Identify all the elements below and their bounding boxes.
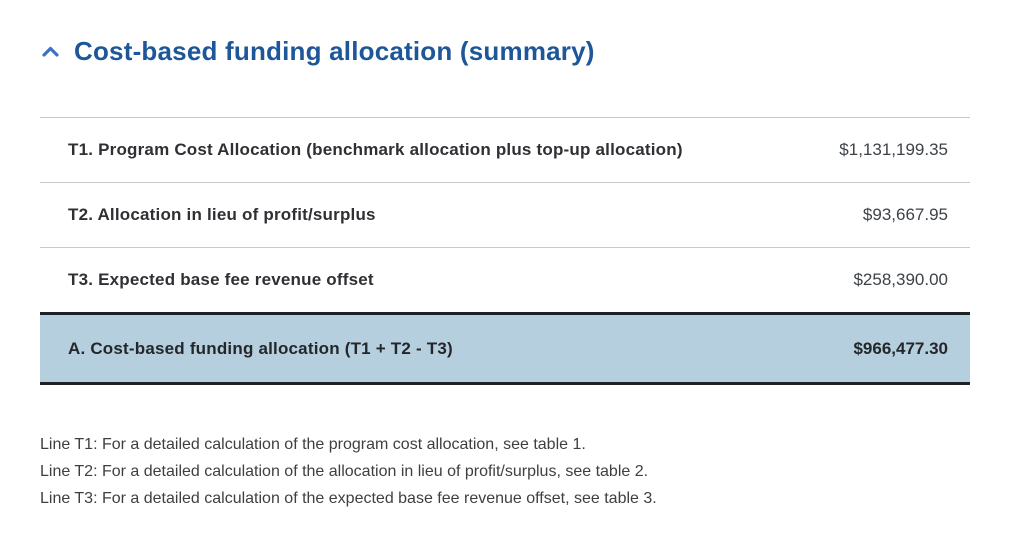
table-row-t1: T1. Program Cost Allocation (benchmark a… <box>40 117 970 182</box>
section-header[interactable]: Cost-based funding allocation (summary) <box>40 34 970 68</box>
footnote-line-t1: Line T1: For a detailed calculation of t… <box>40 436 586 453</box>
table-row-t3: T3. Expected base fee revenue offset $25… <box>40 247 970 312</box>
summary-row-value: $966,477.30 <box>853 338 948 358</box>
chevron-up-icon[interactable] <box>40 41 60 61</box>
footnote-line-t2: Line T2: For a detailed calculation of t… <box>40 463 649 480</box>
footnote-line-t3: Line T3: For a detailed calculation of t… <box>40 490 657 507</box>
summary-row-label: A. Cost-based funding allocation (T1 + T… <box>68 338 453 358</box>
table-row-t2: T2. Allocation in lieu of profit/surplus… <box>40 182 970 247</box>
funding-summary-table: T1. Program Cost Allocation (benchmark a… <box>40 117 970 385</box>
row-value: $258,390.00 <box>853 270 948 289</box>
row-value: $93,667.95 <box>862 205 948 224</box>
row-label: T3. Expected base fee revenue offset <box>68 270 374 289</box>
row-value: $1,131,199.35 <box>839 140 948 159</box>
section-title[interactable]: Cost-based funding allocation (summary) <box>74 36 595 66</box>
footnotes: Line T1: For a detailed calculation of t… <box>40 431 970 512</box>
summary-total-row: A. Cost-based funding allocation (T1 + T… <box>40 312 970 385</box>
row-label: T1. Program Cost Allocation (benchmark a… <box>68 140 683 159</box>
row-label: T2. Allocation in lieu of profit/surplus <box>68 205 376 224</box>
